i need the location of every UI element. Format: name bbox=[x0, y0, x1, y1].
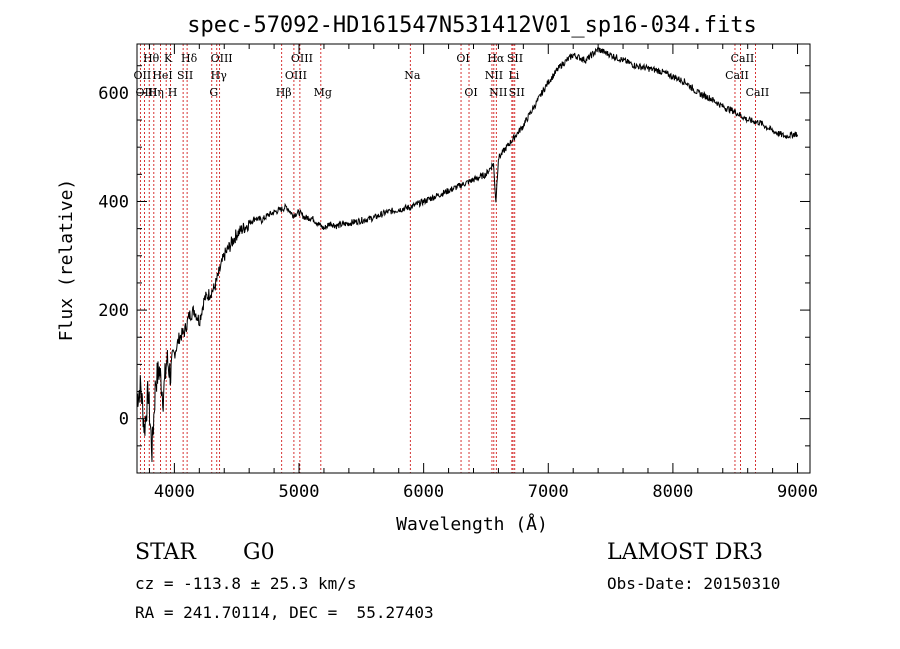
plot-area-frame bbox=[136, 43, 811, 474]
marker-label-row1-6: Hα bbox=[487, 52, 505, 65]
y-tick-label-0: 0 bbox=[119, 410, 129, 430]
y-tick-label-600: 600 bbox=[98, 84, 129, 104]
x-tick-label-5000: 5000 bbox=[279, 482, 320, 502]
y-axis-ticks: 0 200 400 600 bbox=[98, 65, 810, 474]
x-tick-label-4000: 4000 bbox=[154, 482, 195, 502]
object-type: STAR bbox=[135, 540, 196, 565]
y-tick-label-400: 400 bbox=[98, 192, 129, 212]
marker-label-row2-2: SII bbox=[177, 69, 193, 82]
marker-label-row2-5: Na bbox=[404, 69, 421, 82]
spectral-line-markers bbox=[139, 44, 756, 473]
marker-label-row1-4: OIII bbox=[291, 52, 313, 65]
marker-label-row2-1: HeI bbox=[152, 69, 172, 82]
x-axis-label: Wavelength (Å) bbox=[396, 513, 548, 535]
x-tick-label-6000: 6000 bbox=[403, 482, 444, 502]
y-tick-label-200: 200 bbox=[98, 301, 129, 321]
x-axis-ticks: 4000 5000 6000 7000 8000 9000 bbox=[148, 44, 818, 502]
x-tick-label-9000: 9000 bbox=[777, 482, 818, 502]
marker-label-row2-6: NII bbox=[485, 69, 503, 82]
marker-label-row3-6: OI bbox=[464, 86, 477, 99]
chart-title: spec-57092-HD161547N531412V01_sp16-034.f… bbox=[187, 13, 757, 38]
marker-label-row3-9: CaII bbox=[746, 86, 770, 99]
sky-coordinates: RA = 241.70114, DEC = 55.27403 bbox=[135, 603, 434, 622]
marker-label-row3-1: Hη bbox=[148, 86, 164, 99]
marker-label-row2-3: Hγ bbox=[211, 69, 228, 82]
spectral-subclass: G0 bbox=[243, 540, 275, 565]
observation-date: Obs-Date: 20150310 bbox=[607, 574, 781, 593]
marker-label-row1-8: CaII bbox=[731, 52, 755, 65]
marker-label-row2-0: OII bbox=[134, 69, 152, 82]
marker-label-row2-7: Li bbox=[508, 69, 519, 82]
marker-label-row3-2: H bbox=[168, 86, 178, 99]
survey-name: LAMOST DR3 bbox=[607, 540, 763, 565]
marker-label-row1-2: Hδ bbox=[181, 52, 198, 65]
y-axis-label: Flux (relative) bbox=[56, 179, 77, 342]
marker-label-row3-5: Mg bbox=[314, 86, 332, 99]
x-tick-label-7000: 7000 bbox=[528, 482, 569, 502]
marker-label-row1-0: Hθ bbox=[143, 52, 160, 65]
marker-label-row2-4: OIII bbox=[285, 69, 307, 82]
marker-label-row3-7: NII bbox=[489, 86, 507, 99]
x-tick-label-8000: 8000 bbox=[652, 482, 693, 502]
redshift-velocity: cz = -113.8 ± 25.3 km/s bbox=[135, 574, 357, 593]
marker-label-row1-7: SII bbox=[507, 52, 523, 65]
marker-label-row1-5: OI bbox=[456, 52, 469, 65]
spectrum-series-line bbox=[136, 47, 798, 463]
marker-label-row3-4: Hβ bbox=[276, 86, 292, 99]
marker-label-row2-8: CaII bbox=[725, 69, 749, 82]
marker-label-row3-8: SII bbox=[509, 86, 525, 99]
marker-label-row1-1: K bbox=[164, 52, 173, 65]
marker-label-row3-3: G bbox=[209, 86, 218, 99]
marker-label-row1-3: OIII bbox=[211, 52, 233, 65]
